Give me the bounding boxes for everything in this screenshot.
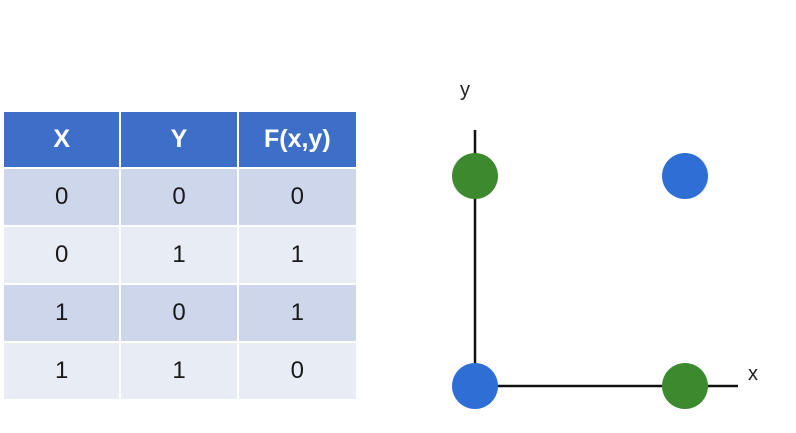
point-1-0 [662, 363, 708, 409]
cell-x: 0 [4, 169, 122, 227]
points-group [452, 153, 708, 409]
table-row: 1 1 0 [4, 343, 356, 399]
header-x: X [4, 112, 122, 169]
cell-y: 1 [121, 343, 239, 399]
point-0-0 [452, 363, 498, 409]
table-row: 0 1 1 [4, 227, 356, 285]
cell-fxy: 1 [238, 285, 356, 343]
cell-fxy: 0 [238, 169, 356, 227]
point-1-1 [662, 153, 708, 199]
point-0-1 [452, 153, 498, 199]
x-axis-label: x [748, 363, 758, 385]
cell-x: 0 [4, 227, 122, 285]
table-row: 0 0 0 [4, 169, 356, 227]
y-axis-label: y [460, 79, 470, 101]
cell-fxy: 1 [238, 227, 356, 285]
table-row: 1 0 1 [4, 285, 356, 343]
cell-y: 1 [121, 227, 239, 285]
cell-y: 0 [121, 169, 239, 227]
cell-x: 1 [4, 343, 122, 399]
cell-x: 1 [4, 285, 122, 343]
truth-table: X Y F(x,y) 0 0 0 0 1 1 1 0 1 1 1 0 [4, 112, 356, 399]
header-fxy: F(x,y) [238, 112, 356, 169]
cell-fxy: 0 [238, 343, 356, 399]
cell-y: 0 [121, 285, 239, 343]
table-header-row: X Y F(x,y) [4, 112, 356, 169]
header-y: Y [121, 112, 239, 169]
